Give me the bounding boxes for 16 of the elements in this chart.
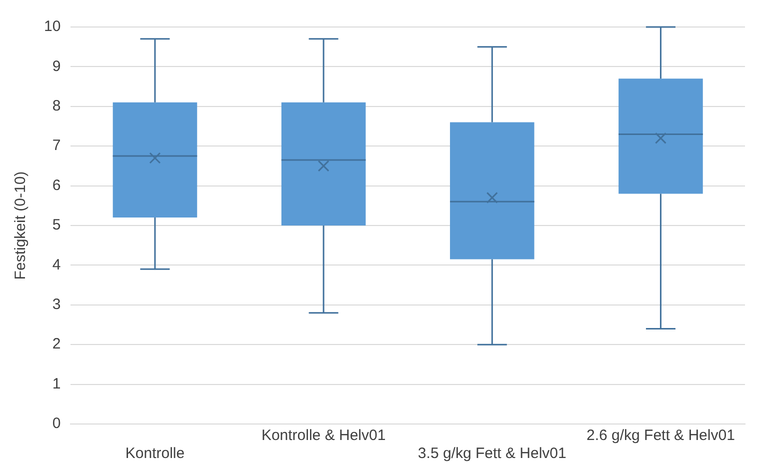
y-tick-label: 2 (52, 336, 61, 353)
x-tick-label: 3.5 g/kg Fett & Helv01 (418, 445, 566, 462)
y-tick-label: 8 (52, 98, 61, 115)
y-tick-label: 1 (52, 375, 61, 392)
y-axis-title: Festigkeit (0-10) (12, 171, 30, 280)
x-tick-label: Kontrolle & Helv01 (261, 427, 386, 444)
y-tick-label: 4 (52, 256, 61, 274)
y-tick-label: 5 (52, 216, 61, 234)
y-tick-label: 9 (52, 58, 61, 75)
y-tick-label: 6 (52, 176, 61, 194)
x-tick-label: Kontrolle (125, 445, 185, 462)
y-tick-label: 3 (52, 296, 61, 314)
y-tick-label: 10 (44, 18, 61, 36)
x-tick-label: 2.6 g/kg Fett & Helv01 (586, 427, 735, 444)
y-tick-label: 7 (52, 137, 61, 154)
y-tick-label: 0 (52, 415, 61, 432)
